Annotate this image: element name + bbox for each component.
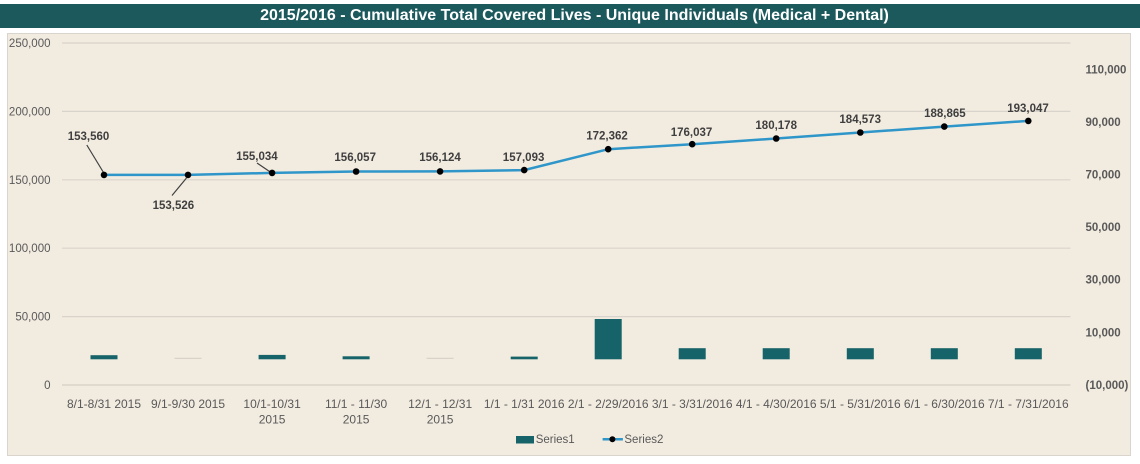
svg-text:184,573: 184,573 <box>839 114 881 126</box>
svg-text:70,000: 70,000 <box>1086 170 1121 182</box>
svg-text:3/1 - 3/31/2016: 3/1 - 3/31/2016 <box>652 397 733 411</box>
svg-text:8/1-8/31 2015: 8/1-8/31 2015 <box>67 397 141 411</box>
svg-text:2015: 2015 <box>343 413 370 427</box>
svg-text:30,000: 30,000 <box>1086 275 1121 287</box>
svg-text:193,047: 193,047 <box>1007 103 1049 115</box>
svg-text:200,000: 200,000 <box>9 106 51 118</box>
svg-text:2015: 2015 <box>427 413 454 427</box>
svg-text:90,000: 90,000 <box>1086 117 1121 129</box>
svg-text:2/1 - 2/29/2016: 2/1 - 2/29/2016 <box>568 397 649 411</box>
svg-text:5/1 - 5/31/2016: 5/1 - 5/31/2016 <box>820 397 901 411</box>
svg-text:12/1 - 12/31: 12/1 - 12/31 <box>408 397 472 411</box>
svg-text:Series1: Series1 <box>536 434 575 446</box>
svg-text:6/1 - 6/30/2016: 6/1 - 6/30/2016 <box>904 397 985 411</box>
svg-text:156,057: 156,057 <box>334 152 376 164</box>
svg-text:0: 0 <box>44 380 50 392</box>
svg-text:(10,000): (10,000) <box>1086 380 1129 392</box>
svg-text:10,000: 10,000 <box>1086 327 1121 339</box>
svg-text:176,037: 176,037 <box>671 127 713 139</box>
svg-text:1/1 - 1/31 2016: 1/1 - 1/31 2016 <box>484 397 565 411</box>
svg-text:4/1 - 4/30/2016: 4/1 - 4/30/2016 <box>736 397 817 411</box>
svg-text:188,865: 188,865 <box>924 108 966 120</box>
svg-text:11/1 - 11/30: 11/1 - 11/30 <box>325 397 388 411</box>
svg-text:153,526: 153,526 <box>153 200 195 212</box>
svg-text:10/1-10/31: 10/1-10/31 <box>243 397 301 411</box>
svg-text:110,000: 110,000 <box>1086 64 1127 76</box>
svg-text:7/1 - 7/31/2016: 7/1 - 7/31/2016 <box>988 397 1069 411</box>
svg-text:50,000: 50,000 <box>15 312 50 324</box>
svg-text:180,178: 180,178 <box>755 120 797 132</box>
svg-text:2015: 2015 <box>259 413 286 427</box>
svg-text:Series2: Series2 <box>624 434 663 446</box>
svg-text:50,000: 50,000 <box>1086 222 1121 234</box>
svg-text:153,560: 153,560 <box>68 131 110 143</box>
svg-text:155,034: 155,034 <box>236 151 278 163</box>
svg-text:250,000: 250,000 <box>9 38 51 50</box>
svg-text:100,000: 100,000 <box>9 243 51 255</box>
svg-text:9/1-9/30 2015: 9/1-9/30 2015 <box>151 397 225 411</box>
svg-text:157,093: 157,093 <box>503 152 545 164</box>
svg-text:150,000: 150,000 <box>9 175 51 187</box>
svg-text:172,362: 172,362 <box>586 131 628 143</box>
svg-text:156,124: 156,124 <box>419 152 461 164</box>
